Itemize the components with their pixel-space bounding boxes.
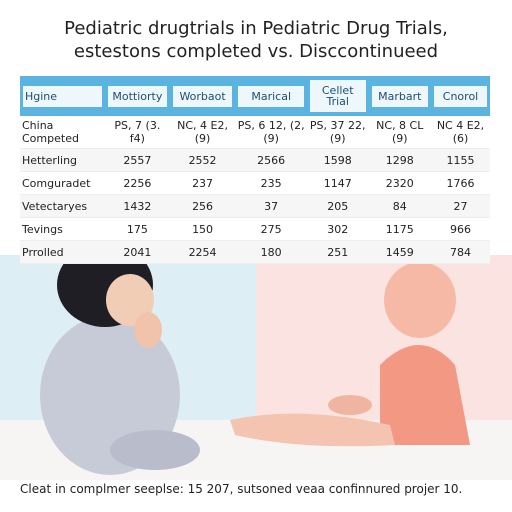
table-row: Prrolled 2041 2254 180 251 1459 784	[20, 240, 490, 264]
header-label: Cellet Trial	[309, 80, 366, 112]
table-cell: 2254	[169, 240, 236, 264]
header-cell: Marbart	[368, 76, 432, 116]
table-cell: 175	[105, 217, 170, 241]
table-row: Tevings 175 150 275 302 1175 966	[20, 217, 490, 241]
row-label: Hetterling	[20, 148, 106, 172]
table-cell: 2557	[105, 148, 170, 172]
header-cell: Cellet Trial	[306, 76, 369, 116]
header-label: Hgine	[23, 85, 103, 107]
table-cell: 256	[169, 194, 236, 218]
table-cell: 237	[169, 171, 236, 195]
table-cell: 84	[368, 194, 432, 218]
header-label: Worbaot	[172, 85, 233, 107]
table-cell: 150	[169, 217, 236, 241]
table-cell: NC, 8 CL (9)	[368, 116, 432, 149]
row-label: Comguradet	[20, 171, 106, 195]
header-label: Marical	[238, 85, 304, 107]
table-cell: 180	[235, 240, 307, 264]
table-cell: 2320	[368, 171, 432, 195]
table-cell: PS, 37 22, (9)	[306, 116, 369, 149]
table-cell: 1155	[431, 148, 490, 172]
title-line: Pediatric drugtrials in Pediatric Drug T…	[64, 18, 448, 39]
title-line: estestons completed vs. Disccontinueed	[73, 41, 439, 62]
table-cell: 2552	[169, 148, 236, 172]
header-cell: Hgine	[20, 76, 106, 116]
table-row: China Competed PS, 7 (3. f4) NC, 4 E2, (9)…	[20, 116, 490, 149]
header-label: Cnorol	[434, 85, 487, 107]
table-cell: 784	[431, 240, 490, 264]
table-cell: 966	[431, 217, 490, 241]
table-cell: 1298	[368, 148, 432, 172]
header-cell: Mottiorty	[105, 76, 170, 116]
table-cell: 1432	[105, 194, 170, 218]
table-cell: 205	[306, 194, 369, 218]
table-cell: 302	[306, 217, 369, 241]
row-label: Prrolled	[20, 240, 106, 264]
table-cell: 1459	[368, 240, 432, 264]
table-row: Comguradet 2256 237 235 1147 2320 1766	[20, 171, 490, 195]
table-cell: 275	[235, 217, 307, 241]
header-cell: Cnorol	[431, 76, 490, 116]
table-cell: 251	[306, 240, 369, 264]
header-label: Mottiorty	[108, 85, 167, 107]
table-cell: 37	[235, 194, 307, 218]
table-cell: PS, 6 12, (2, (9)	[235, 116, 307, 149]
table-cell: 235	[235, 171, 307, 195]
header-label: Marbart	[371, 85, 429, 107]
table-cell: NC, 4 E2, (9)	[169, 116, 236, 149]
row-label: Tevings	[20, 217, 106, 241]
table-cell: 27	[431, 194, 490, 218]
row-label: China Competed	[20, 116, 106, 149]
table-row: Hetterling 2557 2552 2566 1598 1298 1155	[20, 148, 490, 172]
table-cell: 2256	[105, 171, 170, 195]
header-cell: Marical	[235, 76, 307, 116]
table-cell: PS, 7 (3. f4)	[105, 116, 170, 149]
table-cell: 2566	[235, 148, 307, 172]
footer-note: Cleat in complmer seeplse: 15 207, sutso…	[20, 482, 463, 496]
table-cell: 1766	[431, 171, 490, 195]
header-cell: Worbaot	[169, 76, 236, 116]
row-label: Vetectaryes	[20, 194, 106, 218]
table-cell: 2041	[105, 240, 170, 264]
table-cell: 1175	[368, 217, 432, 241]
table-row: Vetectaryes 1432 256 37 205 84 27	[20, 194, 490, 218]
data-table: Hgine Mottiorty Worbaot Marical Cellet Trial…	[20, 76, 490, 264]
illustration	[0, 255, 512, 480]
table-cell: 1147	[306, 171, 369, 195]
table-cell: NC 4 E2, (6)	[431, 116, 490, 149]
table-cell: 1598	[306, 148, 369, 172]
